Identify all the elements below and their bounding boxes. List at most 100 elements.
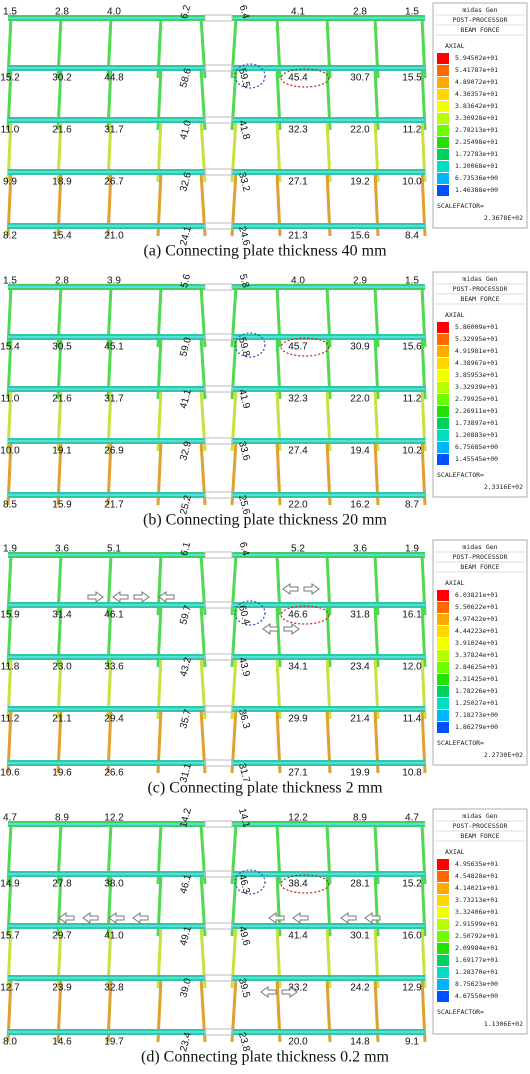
force-label: 41.8 — [236, 119, 252, 141]
force-label: 24.1 — [178, 225, 194, 247]
legend-value: 1.28370e+01 — [455, 968, 498, 976]
legend-header: midas Gen — [462, 812, 497, 820]
force-label: 27.8 — [52, 879, 72, 890]
force-label: 19.6 — [52, 768, 72, 779]
force-label: 1.5 — [3, 276, 17, 287]
beam-core — [232, 823, 425, 825]
force-label: 11.0 — [1, 125, 20, 136]
force-label: 16.0 — [402, 931, 422, 942]
legend-value: 4.89072e+01 — [455, 78, 498, 86]
scalefactor: 2.3316E+02 — [484, 483, 523, 491]
legend-header: BEAM FORCE — [460, 295, 499, 303]
legend-swatch — [437, 674, 449, 685]
legend-value: 1.73897e+01 — [455, 419, 498, 427]
force-label: 59.7 — [178, 604, 194, 626]
legend-value: 3.37824e+01 — [455, 651, 498, 659]
legend-value: 1.20068e+01 — [455, 162, 498, 170]
legend-header: POST-PROCESSOR — [453, 553, 508, 561]
force-label: 43.9 — [236, 656, 252, 678]
force-label: 3.6 — [55, 544, 69, 555]
legend-value: 2.25498e+01 — [455, 138, 498, 146]
force-label: 45.7 — [288, 342, 308, 353]
caption: (b) Connecting plate thickness 20 mm — [143, 512, 388, 529]
force-label: 32.6 — [178, 171, 194, 193]
connecting-plate — [204, 974, 233, 982]
force-label: 41.1 — [178, 388, 194, 410]
force-label: 46.6 — [288, 610, 308, 621]
legend-swatch — [437, 662, 449, 673]
force-label: 32.3 — [288, 394, 308, 405]
legend-component: AXIAL — [445, 579, 465, 587]
legend-value: 2.79925e+01 — [455, 395, 498, 403]
force-label: 26.7 — [104, 177, 124, 188]
force-label: 25.2 — [178, 494, 194, 516]
highlight — [234, 600, 266, 626]
force-label: 33.2 — [288, 983, 308, 994]
legend-swatch — [437, 979, 449, 990]
force-label: 5.8 — [237, 273, 251, 290]
force-label: 33.6 — [104, 662, 124, 673]
legend-value: 4.97422e+01 — [455, 615, 498, 623]
legend-swatch — [437, 686, 449, 697]
legend-header: midas Gen — [462, 6, 497, 14]
connecting-plate — [204, 385, 233, 393]
legend-swatch — [437, 883, 449, 894]
legend-value: 3.85953e+01 — [455, 371, 498, 379]
force-label: 1.5 — [405, 7, 419, 18]
legend-swatch — [437, 943, 449, 954]
panel: 1.9 3.6 5.1 6.1 6.4 5.2 3.6 1.9 15.9 31.4 46.1 59.7… — [0, 539, 528, 797]
force-label: 23.0 — [52, 662, 72, 673]
force-label: 11.4 — [403, 714, 422, 725]
beam-core — [232, 388, 425, 390]
force-label: 59.8 — [236, 336, 252, 358]
force-label: 15.4 — [0, 342, 20, 353]
connecting-plate — [204, 222, 233, 230]
legend-swatch — [437, 590, 449, 601]
force-label: 60.4 — [236, 604, 252, 626]
force-label: 21.6 — [52, 125, 72, 136]
legend-swatch — [437, 382, 449, 393]
force-label: 15.9 — [0, 610, 20, 621]
force-label: 12.0 — [402, 662, 422, 673]
legend-value: 1.46388e+00 — [455, 186, 498, 194]
legend-swatch — [437, 185, 449, 196]
panel: 1.5 2.8 3.9 5.6 5.8 4.0 2.9 1.5 15.4 30.5 45.1 59.0… — [0, 271, 528, 529]
force-label: 10.0 — [402, 177, 422, 188]
force-label: 30.1 — [350, 931, 370, 942]
force-label: 1.5 — [3, 7, 17, 18]
force-label: 2.8 — [55, 7, 69, 18]
force-label: 31.4 — [52, 610, 72, 621]
arrow — [133, 591, 150, 603]
scalefactor-label: SCALEFACTOR= — [437, 471, 484, 479]
legend-swatch — [437, 89, 449, 100]
force-label: 45.1 — [104, 342, 124, 353]
force-label: 1.9 — [3, 544, 17, 555]
force-label: 39.5 — [236, 977, 252, 999]
force-label: 19.1 — [52, 446, 72, 457]
legend-value: 4.14021e+01 — [455, 884, 498, 892]
beam-core — [8, 388, 205, 390]
force-label: 19.7 — [104, 1037, 124, 1048]
force-label: 41.0 — [104, 931, 124, 942]
connecting-plate — [204, 116, 233, 124]
connecting-plate — [204, 551, 233, 559]
force-label: 32.8 — [104, 983, 124, 994]
legend-value: 4.36357e+01 — [455, 90, 498, 98]
connecting-plate — [204, 437, 233, 445]
connecting-plate — [204, 759, 233, 767]
force-label: 4.0 — [107, 7, 121, 18]
force-label: 27.4 — [288, 446, 308, 457]
force-label: 5.6 — [179, 272, 193, 289]
force-label: 27.1 — [288, 177, 308, 188]
beam-core — [232, 440, 425, 442]
force-label: 19.9 — [350, 768, 370, 779]
force-label: 8.9 — [55, 813, 69, 824]
beam-core — [8, 656, 205, 658]
beam-core — [232, 286, 425, 288]
legend-swatch — [437, 991, 449, 1002]
scalefactor-label: SCALEFACTOR= — [437, 202, 484, 210]
force-label: 39.0 — [178, 977, 194, 999]
force-label: 12.7 — [0, 983, 20, 994]
force-label: 59.0 — [178, 336, 194, 358]
